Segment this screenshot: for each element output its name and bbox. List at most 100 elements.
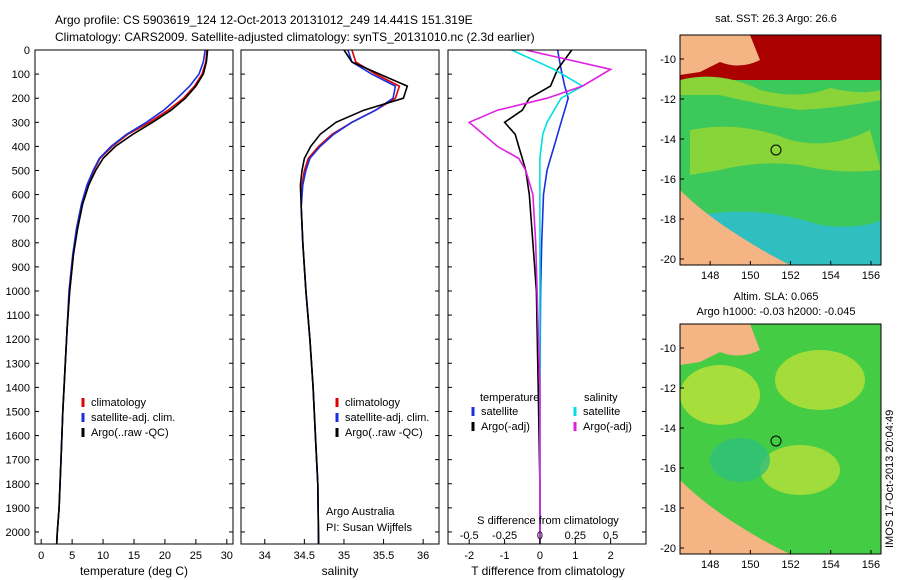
salinity-panel: 34 34.5 35 35.5 36 salinity climatology sate… <box>240 49 440 578</box>
legend-argo: Argo(..raw -QC) <box>91 427 169 439</box>
series-s-argo <box>467 49 613 544</box>
legend-climatology: climatology <box>91 397 147 409</box>
salinity-tick-label: 35 <box>338 550 350 562</box>
depth-tick-label: 400 <box>12 141 30 153</box>
sst-warm-patch <box>690 126 881 175</box>
sla-map-title: Altim. SLA: 0.065 <box>734 291 819 303</box>
sst-map: sat. SST: 26.3 Argo: 26.6 148 150 152 154 15… <box>660 13 882 282</box>
temperature-tick-label: 0 <box>38 550 44 562</box>
legend-satellite: satellite-adj. clim. <box>345 412 429 424</box>
tick-label-s: 0.25 <box>565 530 586 542</box>
sst-land-australia <box>680 190 790 265</box>
temperature-legend: climatology satellite-adj. clim. Argo(..… <box>81 397 175 439</box>
lon-tick-label: 152 <box>781 270 799 282</box>
lat-tick-label: -20 <box>660 254 676 266</box>
lon-tick-label: 148 <box>701 270 719 282</box>
depth-tick-label: 1200 <box>6 334 30 346</box>
salinity-tick-label: 34.5 <box>294 550 315 562</box>
sst-argo-marker <box>770 144 782 156</box>
legend-salinity-header: salinity <box>584 392 618 404</box>
legend-t-satellite: satellite <box>481 406 518 418</box>
depth-tick-label: 300 <box>12 117 30 129</box>
lon-tick-label: 148 <box>701 559 719 571</box>
series-argo <box>55 49 209 545</box>
sla-high-2 <box>775 350 865 410</box>
difference-legend: temperature satellite Argo(-adj) salinit… <box>471 392 632 433</box>
lon-tick-label: 150 <box>741 559 759 571</box>
salinity-tick-label: 36 <box>417 550 429 562</box>
lat-tick-label: -20 <box>660 543 676 555</box>
sst-map-frame <box>679 34 882 266</box>
sla-map: Altim. SLA: 0.065 Argo h1000: -0.03 h200… <box>660 291 882 571</box>
tick-label-s: -0.5 <box>460 530 479 542</box>
tick-label: 0 <box>537 550 543 562</box>
series-t-argo <box>503 49 573 544</box>
temperature-tick-label: 30 <box>221 550 233 562</box>
tick-label: -1 <box>500 550 510 562</box>
salinity-tick-label: 35.5 <box>373 550 394 562</box>
legend-s-satellite: satellite <box>583 406 620 418</box>
lon-tick-label: 154 <box>822 270 840 282</box>
temperature-axis: 0 5 10 15 20 25 30 <box>38 539 233 562</box>
lat-tick-label: -16 <box>660 463 676 475</box>
difference-axis: -2 -1 0 1 2 -0.5 -0.25 0 0.25 0.5 <box>448 49 646 562</box>
sst-map-axes: 148 150 152 154 156 -10 -12 -14 -16 -18 -20 <box>660 54 880 282</box>
sla-map-axes: 148 150 152 154 156 -10 -12 -14 -16 -18 -20 <box>660 343 880 571</box>
imos-stamp: IMOS 17-Oct-2013 20:04:49 <box>884 410 896 548</box>
depth-tick-label: 1900 <box>6 503 30 515</box>
salinity-xlabel: salinity <box>322 564 359 578</box>
series-satellite <box>55 49 206 545</box>
lat-tick-label: -14 <box>660 134 676 146</box>
depth-tick-label: 900 <box>12 262 30 274</box>
legend-temperature-header: temperature <box>480 392 539 404</box>
legend-s-argo: Argo(-adj) <box>583 421 632 433</box>
series-t-satellite <box>539 49 570 544</box>
temperature-tick-label: 15 <box>128 550 140 562</box>
sla-argo-marker <box>770 435 782 447</box>
lon-tick-label: 150 <box>741 270 759 282</box>
salinity-tick-label: 34 <box>259 550 271 562</box>
temperature-xlabel: temperature (deg C) <box>80 564 188 578</box>
legend-climatology: climatology <box>345 397 401 409</box>
depth-tick-label: 700 <box>12 214 30 226</box>
tick-label-s: 0 <box>537 530 543 542</box>
depth-tick-label: 1700 <box>6 455 30 467</box>
t-difference-label: T difference from climatology <box>471 564 625 578</box>
lat-tick-label: -14 <box>660 423 676 435</box>
depth-tick-label: 500 <box>12 165 30 177</box>
legend-t-argo: Argo(-adj) <box>481 421 530 433</box>
title-line-1: Argo profile: CS 5903619_124 12-Oct-2013… <box>55 13 473 27</box>
lat-tick-label: -12 <box>660 383 676 395</box>
difference-panel: -2 -1 0 1 2 -0.5 -0.25 0 0.25 0.5 S difference fr… <box>447 49 647 578</box>
credit-pi: PI: Susan Wijffels <box>326 522 412 534</box>
title-line-2: Climatology: CARS2009. Satellite-adjuste… <box>55 30 535 44</box>
depth-tick-label: 600 <box>12 190 30 202</box>
sla-high-1 <box>680 365 760 425</box>
sst-map-title: sat. SST: 26.3 Argo: 26.6 <box>715 13 837 25</box>
s-difference-label: S difference from climatology <box>477 515 619 527</box>
tick-label: 2 <box>608 550 614 562</box>
series-climatology <box>55 49 208 545</box>
depth-tick-label: 1500 <box>6 406 30 418</box>
legend-satellite: satellite-adj. clim. <box>91 412 175 424</box>
depth-tick-label: 200 <box>12 93 30 105</box>
lon-tick-label: 156 <box>862 270 880 282</box>
tick-label: -2 <box>464 550 474 562</box>
temperature-tick-label: 10 <box>97 550 109 562</box>
depth-tick-label: 1000 <box>6 286 30 298</box>
depth-axis: 0 100 200 300 400 500 600 700 800 900 1000 1100 1200… <box>6 45 233 539</box>
depth-tick-label: 1300 <box>6 358 30 370</box>
sla-land-australia <box>680 480 790 554</box>
credit-institution: Argo Australia <box>326 506 395 518</box>
lat-tick-label: -18 <box>660 503 676 515</box>
depth-tick-label: 1100 <box>6 310 30 322</box>
tick-label: 1 <box>572 550 578 562</box>
difference-frame <box>447 49 647 545</box>
depth-tick-label: 1800 <box>6 479 30 491</box>
tick-label-s: 0.5 <box>603 530 618 542</box>
depth-tick-label: 1600 <box>6 431 30 443</box>
sla-map-frame <box>679 323 882 555</box>
depth-tick-label: 1400 <box>6 382 30 394</box>
depth-tick-label: 2000 <box>6 527 30 539</box>
